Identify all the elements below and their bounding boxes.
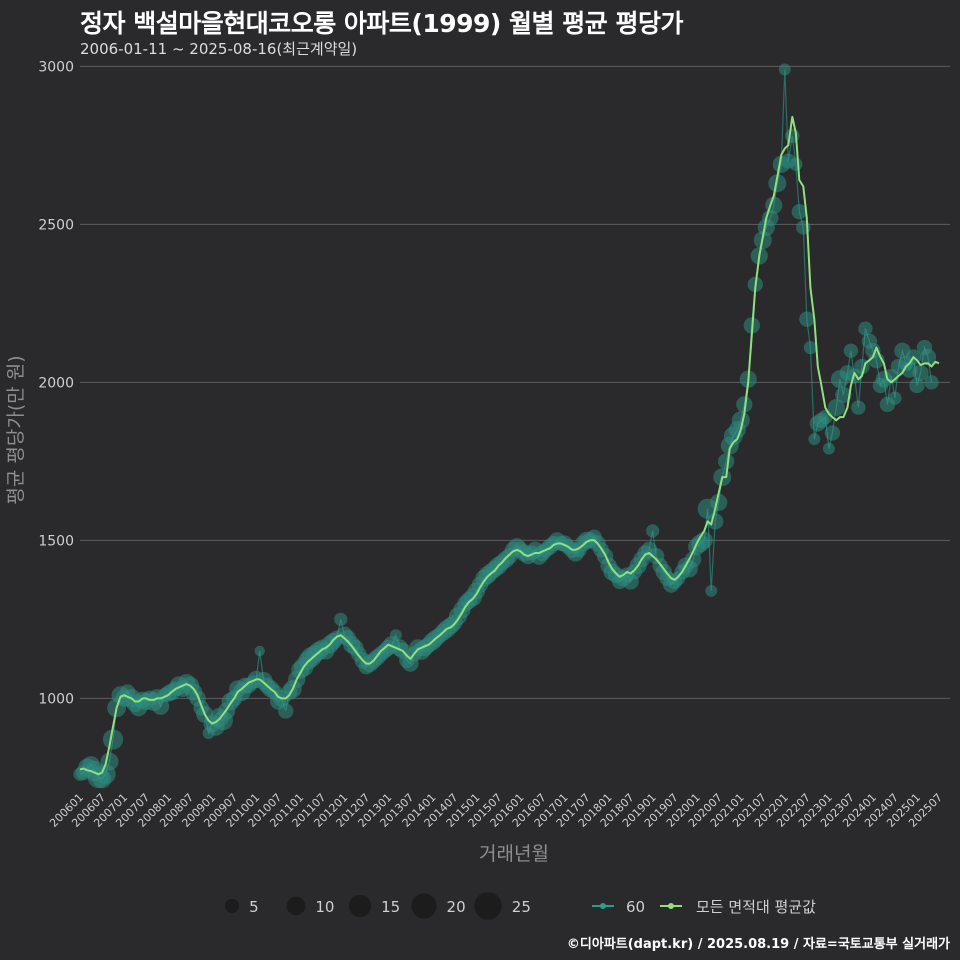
footer-credit: ©디아파트(dapt.kr) / 2025.08.19 / 자료=국토교통부 실… [566, 937, 950, 952]
line-layer [79, 115, 940, 776]
size-legend-circle [286, 896, 306, 916]
size-legend-label: 15 [381, 898, 400, 916]
y-tick-label: 1500 [38, 533, 74, 549]
size-legend-label: 25 [512, 898, 531, 916]
size-legend-circle [411, 893, 437, 919]
bubble-point [924, 375, 939, 390]
y-tick-label: 2500 [38, 217, 74, 233]
x-axis-title: 거래년월 [479, 843, 549, 865]
chart-subtitle: 2006-01-11 ~ 2025-08-16(최근계약일) [80, 40, 358, 58]
size-legend-circle [474, 892, 502, 920]
size-legend-label: 20 [447, 898, 466, 916]
legend-label-all: 모든 면적대 평균값 [696, 898, 816, 916]
y-axis-title: 평균 평당가(만 원) [5, 355, 27, 504]
y-tick-label: 2000 [38, 375, 74, 391]
legend-swatch-60-dot [600, 903, 606, 909]
average-line [79, 115, 940, 776]
legend-label-60: 60 [626, 898, 645, 916]
x-axis: 2006012006072007012007072008012008072009… [47, 791, 945, 830]
grid-layer [80, 65, 950, 699]
legend-swatch-all-dot [668, 903, 674, 909]
series-60-line [79, 69, 933, 780]
size-legend-circle [348, 894, 372, 918]
legend: 5 10 15 20 25 60 모든 면적대 평균값 [224, 892, 816, 920]
y-tick-label: 3000 [38, 59, 74, 75]
bubble-layer [73, 63, 939, 789]
y-axis: 1000 1500 2000 2500 3000 [38, 59, 74, 707]
y-tick-label: 1000 [38, 691, 74, 707]
chart-title: 정자 백설마을현대코오롱 아파트(1999) 월별 평균 평당가 [80, 9, 683, 38]
size-legend-label: 5 [249, 898, 259, 916]
size-legend-label: 10 [315, 898, 334, 916]
size-legend-circle [224, 898, 240, 914]
